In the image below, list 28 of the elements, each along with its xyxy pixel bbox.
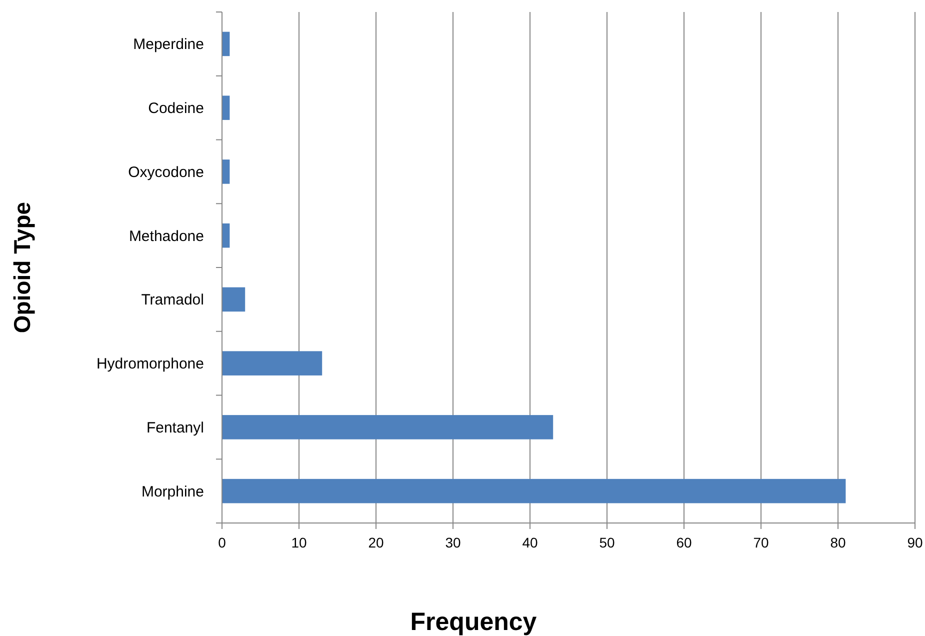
y-tick-label: Codeine xyxy=(148,100,204,118)
x-tick-label: 80 xyxy=(830,534,846,550)
x-tick-label: 70 xyxy=(753,534,769,550)
y-tick-label: Tramadol xyxy=(141,292,204,309)
bar xyxy=(222,287,246,312)
x-tick-label: 40 xyxy=(522,534,538,550)
y-tick-label: Fentanyl xyxy=(146,419,204,436)
x-tick-label: 30 xyxy=(445,534,461,550)
x-tick-label: 10 xyxy=(291,534,307,550)
y-axis-title: Opioid Type xyxy=(9,202,35,334)
bar xyxy=(222,32,230,56)
x-tick-label: 90 xyxy=(907,534,923,550)
y-tick-label: Morphine xyxy=(141,483,204,500)
bar xyxy=(222,223,230,248)
y-tick-label: Methadone xyxy=(128,228,204,245)
bar xyxy=(222,415,554,440)
y-tick-label: Hydromorphone xyxy=(96,356,204,373)
x-axis-title: Frequency xyxy=(410,608,537,636)
x-tick-label: 20 xyxy=(368,534,384,550)
bar xyxy=(222,351,322,376)
y-tick-label: Oxycodone xyxy=(128,164,204,181)
x-tick-label: 50 xyxy=(599,534,615,550)
x-tick-label: 0 xyxy=(218,534,226,550)
bar xyxy=(222,160,230,184)
bar xyxy=(222,96,230,120)
y-tick-label: Meperdine xyxy=(133,36,204,54)
x-tick-label: 60 xyxy=(676,534,692,550)
bar xyxy=(222,478,846,504)
